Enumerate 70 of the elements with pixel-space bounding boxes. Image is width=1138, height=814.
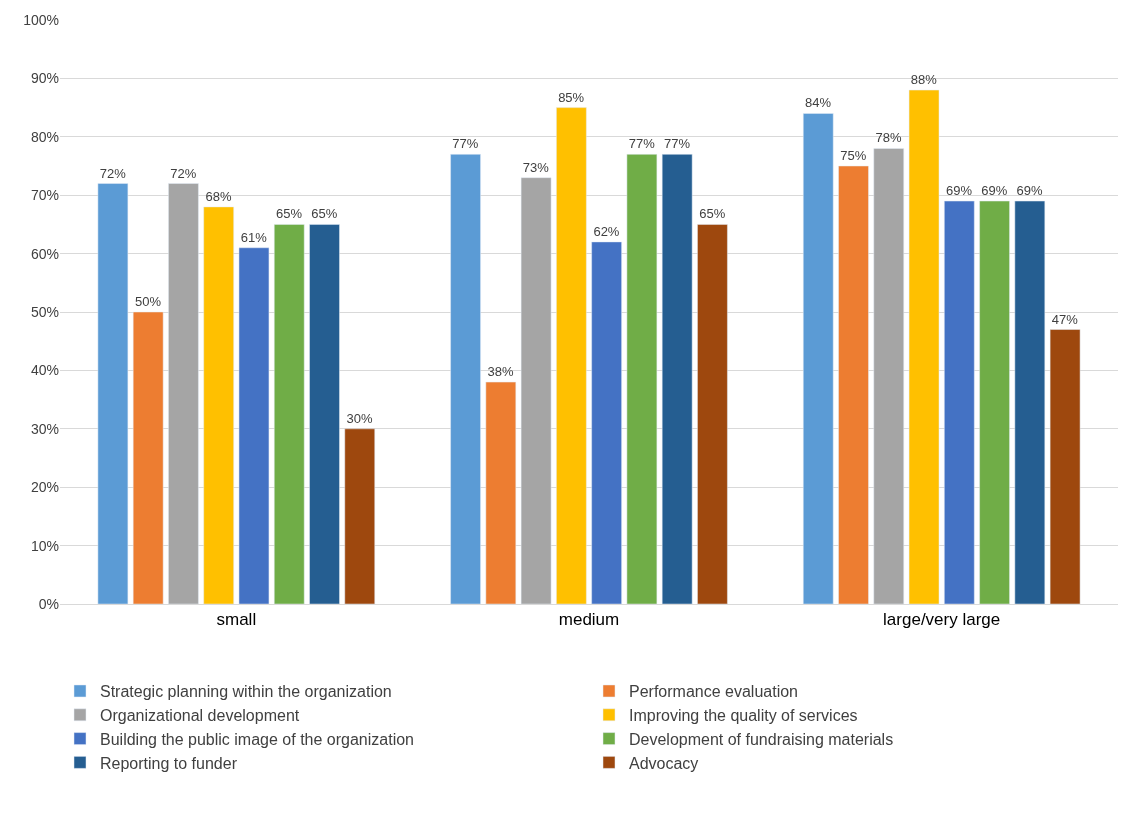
data-label: 78% xyxy=(875,130,902,146)
legend-label: Development of fundraising materials xyxy=(629,730,894,748)
bar xyxy=(979,200,1010,604)
data-label: 61% xyxy=(240,229,268,245)
data-label: 62% xyxy=(593,223,620,239)
bar xyxy=(168,183,199,604)
data-label: 77% xyxy=(663,136,691,152)
bar xyxy=(1049,329,1081,604)
data-label: 30% xyxy=(346,410,373,426)
data-label: 77% xyxy=(628,136,656,152)
x-tick-label: medium xyxy=(558,610,620,630)
data-label: 75% xyxy=(840,148,867,163)
data-label: 72% xyxy=(99,165,127,181)
legend-label: Strategic planning within the organization xyxy=(100,683,392,701)
bar xyxy=(591,241,622,604)
data-label: 69% xyxy=(1016,183,1044,199)
y-tick-label: 90% xyxy=(30,70,59,87)
data-label: 68% xyxy=(205,188,232,204)
y-tick-label: 20% xyxy=(30,479,59,496)
y-tick-label: 10% xyxy=(30,537,59,554)
data-label: 38% xyxy=(487,364,515,380)
data-label: 73% xyxy=(522,159,550,175)
legend-label: Reporting to funder xyxy=(100,754,238,772)
data-label: 69% xyxy=(946,183,973,199)
data-label: 50% xyxy=(134,294,162,309)
data-label: 85% xyxy=(558,89,585,105)
legend-label: Building the public image of the organization xyxy=(100,730,414,748)
y-tick-label: 30% xyxy=(30,420,59,437)
bar xyxy=(238,247,270,604)
bar xyxy=(908,89,940,604)
bar xyxy=(344,428,376,604)
data-label: 65% xyxy=(699,206,726,222)
data-label: 77% xyxy=(452,136,479,152)
bar xyxy=(309,224,340,604)
bar xyxy=(132,311,164,604)
bar xyxy=(661,154,693,604)
bar xyxy=(1014,200,1046,604)
bar xyxy=(97,183,129,604)
bar xyxy=(520,177,552,604)
y-tick-label: 40% xyxy=(30,362,59,379)
data-label: 65% xyxy=(276,206,303,222)
x-tick-label: large/very large xyxy=(883,610,1001,630)
bar xyxy=(944,200,975,604)
bar xyxy=(450,154,481,604)
y-tick-label: 60% xyxy=(30,245,59,262)
data-label: 88% xyxy=(910,72,938,88)
bar xyxy=(697,224,728,604)
legend-label: Advocacy xyxy=(629,754,699,772)
legend-label: Improving the quality of services xyxy=(629,707,858,725)
y-tick-label: 50% xyxy=(30,303,59,320)
y-tick-label: 0% xyxy=(38,595,59,612)
y-tick-label: 100% xyxy=(23,11,59,28)
bar xyxy=(556,107,587,604)
data-label: 65% xyxy=(311,206,338,222)
bar xyxy=(485,381,517,604)
legend-label: Organizational development xyxy=(100,707,300,725)
bar xyxy=(626,154,658,604)
data-label: 47% xyxy=(1051,311,1079,327)
bar xyxy=(803,113,834,604)
bar xyxy=(838,165,869,604)
bar xyxy=(274,224,305,604)
legend-label: Performance evaluation xyxy=(629,683,798,701)
bar xyxy=(873,148,905,604)
bar xyxy=(203,206,234,604)
y-tick-label: 80% xyxy=(30,128,59,145)
data-label: 72% xyxy=(170,165,197,181)
y-tick-label: 70% xyxy=(30,187,59,204)
data-label: 84% xyxy=(805,95,832,111)
data-label: 69% xyxy=(981,183,1008,199)
x-tick-label: small xyxy=(216,610,257,630)
